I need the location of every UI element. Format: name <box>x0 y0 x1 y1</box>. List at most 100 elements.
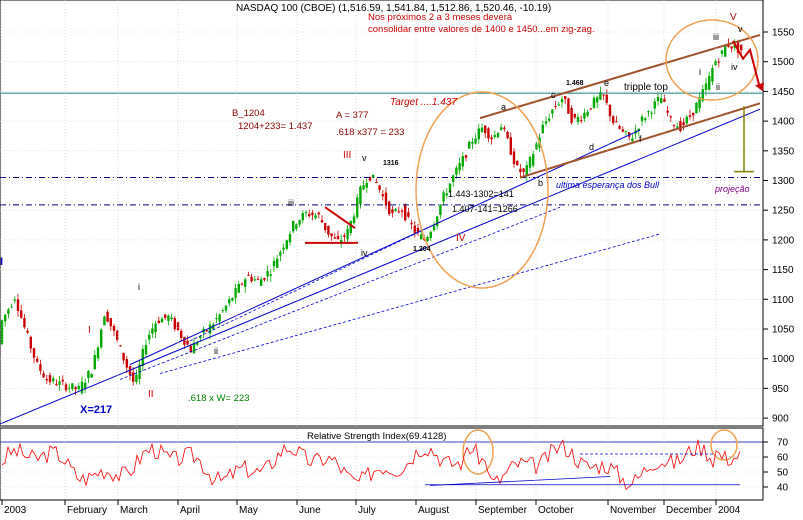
sub-v-2: v <box>738 24 743 34</box>
calc-1266: 1.407-141=1266 <box>452 204 518 214</box>
candle-body <box>439 204 442 215</box>
x-tick-label: 2004 <box>718 505 741 515</box>
b-calc: 1204+233= 1.437 <box>238 121 313 132</box>
candle-body <box>48 375 52 383</box>
candle-body <box>448 183 452 193</box>
candle-body <box>205 330 208 332</box>
sub-ii-2: ii <box>716 82 720 92</box>
candle-body <box>564 96 567 99</box>
candle-body <box>455 167 458 175</box>
candle-body <box>381 194 384 197</box>
candle-body <box>368 176 372 181</box>
candle-body <box>36 358 39 362</box>
candle-body <box>554 105 557 107</box>
rsi-trend <box>429 476 611 486</box>
candle-body <box>320 219 324 223</box>
candle-body <box>416 227 420 233</box>
candle-body <box>247 274 250 276</box>
a-calc: .618 x377 = 233 <box>336 127 404 138</box>
y-axis: 900 950 1000 1050 1100 1150 1200 1250 1300 1350 14… <box>763 28 795 494</box>
candle-body <box>541 124 544 134</box>
candle-body <box>400 210 404 212</box>
wave-V: V <box>730 12 737 23</box>
candle-body <box>640 116 644 122</box>
channel-upper <box>479 34 761 120</box>
candle-body <box>23 318 26 328</box>
chart-title: NASDAQ 100 (CBOE) (1,516.59, 1,541.84, 1… <box>236 3 551 14</box>
candle-body <box>260 279 263 286</box>
triple-top-label: tripple top <box>624 82 668 93</box>
candle-body <box>378 185 381 190</box>
candle-body <box>708 76 711 90</box>
candle-body <box>714 61 717 66</box>
candle-body <box>311 212 314 216</box>
wave-II: II <box>148 389 154 400</box>
candle-body <box>432 225 436 231</box>
candle-body <box>93 355 96 370</box>
candle-body <box>240 283 244 285</box>
candle-body <box>583 112 586 119</box>
candle-body <box>532 154 535 166</box>
candle-body <box>602 94 605 96</box>
candle-body <box>61 379 64 382</box>
candle-body <box>340 240 343 244</box>
candle-body <box>365 182 368 188</box>
candle-body <box>160 318 164 323</box>
candle-body <box>701 89 704 101</box>
trendline-dash3 <box>189 221 441 342</box>
candle-body <box>317 212 320 215</box>
flag-top <box>324 206 356 229</box>
x-tick-label: September <box>478 505 528 515</box>
sub-iv-2: iv <box>731 62 738 72</box>
candle-body <box>388 201 391 215</box>
candle-body <box>608 104 612 117</box>
candle-body <box>96 347 100 359</box>
candle-body <box>173 318 176 330</box>
candle-body <box>253 279 256 281</box>
y-tick-label: 1000 <box>772 354 795 365</box>
candlesticks <box>0 38 743 396</box>
candle-body <box>698 96 701 109</box>
w-calc: .618 x W= 223 <box>188 393 250 404</box>
candle-body <box>16 299 20 312</box>
candle-body <box>109 318 112 327</box>
candle-body <box>333 237 336 239</box>
sub-v-1: v <box>362 153 367 163</box>
candle-body <box>644 118 647 121</box>
y-tick-label: 1450 <box>772 87 795 98</box>
high-1316: 1316 <box>383 160 399 167</box>
ellipse-top <box>665 19 759 101</box>
candle-body <box>730 46 733 49</box>
x-tick-label: April <box>180 505 200 515</box>
candle-body <box>231 298 234 301</box>
candle-body <box>352 216 356 224</box>
candle-body <box>567 98 570 114</box>
calc-141: 1.443-1302=141 <box>448 189 514 199</box>
candle-body <box>445 193 448 196</box>
candle-body <box>624 131 628 133</box>
candle-body <box>304 212 308 214</box>
candle-body <box>116 330 119 341</box>
candle-body <box>384 192 388 206</box>
candle-body <box>615 121 618 123</box>
note-line2: consolidar entre valores de 1400 e 1450.… <box>368 24 595 35</box>
x-tick-label: October <box>538 505 574 515</box>
candle-body <box>144 345 148 355</box>
candle-body <box>180 330 183 338</box>
candle-body <box>276 258 279 268</box>
candle-body <box>436 216 439 226</box>
rsi-title: Relative Strength Index(69.4128) <box>307 431 446 442</box>
candle-body <box>224 305 228 311</box>
candle-body <box>148 334 151 340</box>
x-tick-label: June <box>299 505 321 515</box>
candle-body <box>87 371 90 379</box>
main-panel <box>0 0 764 427</box>
candle-body <box>164 314 167 318</box>
candle-body <box>272 260 276 267</box>
x-tick-label: November <box>610 505 657 515</box>
candle-body <box>596 97 599 103</box>
y-tick-label: 1050 <box>772 325 795 336</box>
candle-body <box>500 127 503 131</box>
